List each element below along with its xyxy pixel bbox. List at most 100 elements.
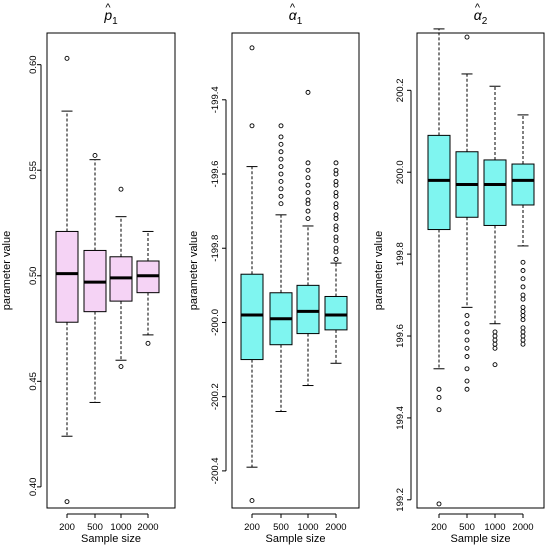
outlier-point bbox=[436, 407, 442, 413]
outlier-point bbox=[92, 152, 98, 158]
y-tick-label: 199.8 bbox=[395, 242, 406, 266]
box-200 bbox=[427, 28, 451, 507]
outlier-point bbox=[64, 55, 70, 61]
title-subscript: 2 bbox=[482, 16, 488, 27]
title-subscript: 1 bbox=[112, 16, 118, 27]
outlier-point bbox=[278, 134, 284, 140]
y-tick-label: 199.6 bbox=[395, 324, 406, 348]
panel-title: α1 bbox=[289, 7, 303, 27]
iqr-box bbox=[427, 134, 451, 231]
outlier-point bbox=[520, 333, 526, 339]
outlier-point bbox=[492, 345, 498, 351]
box-1000 bbox=[109, 186, 133, 370]
outlier-point bbox=[333, 204, 339, 210]
iqr-box bbox=[296, 284, 320, 335]
box-500 bbox=[83, 152, 107, 403]
outlier-point bbox=[118, 186, 124, 192]
outlier-point bbox=[278, 156, 284, 162]
outlier-point bbox=[492, 362, 498, 368]
title-base: α bbox=[289, 7, 298, 23]
box-2000 bbox=[324, 160, 348, 364]
outlier-point bbox=[520, 308, 526, 314]
iqr-box bbox=[324, 295, 348, 331]
iqr-box bbox=[240, 273, 264, 361]
y-tick-label: 0.55 bbox=[28, 161, 39, 180]
y-tick-label: -199.6 bbox=[210, 161, 221, 188]
outlier-point bbox=[464, 354, 470, 359]
y-axis-label: parameter value bbox=[373, 231, 385, 311]
x-tick-label: 200 bbox=[59, 522, 75, 533]
outlier-point bbox=[520, 284, 526, 290]
outlier-point bbox=[278, 186, 284, 192]
box-2000 bbox=[136, 230, 160, 346]
outlier-point bbox=[305, 167, 311, 173]
y-tick-label: -200.0 bbox=[210, 309, 221, 336]
x-tick-label: 1000 bbox=[484, 522, 505, 533]
y-axis-label: parameter value bbox=[1, 231, 13, 311]
plot-frame bbox=[231, 32, 360, 509]
panel-title: α2 bbox=[474, 7, 488, 27]
y-tick-label: -199.8 bbox=[210, 235, 221, 262]
x-tick-label: 500 bbox=[459, 522, 475, 533]
x-axis-label: Sample size bbox=[266, 533, 326, 545]
x-tick-label: 2000 bbox=[137, 522, 158, 533]
y-tick-label: 199.4 bbox=[395, 406, 406, 430]
outlier-point bbox=[249, 45, 255, 51]
outlier-point bbox=[278, 164, 284, 170]
outlier-point bbox=[520, 296, 526, 302]
plot-frame bbox=[46, 32, 176, 509]
outlier-point bbox=[305, 190, 311, 196]
outlier-point bbox=[520, 325, 526, 331]
outlier-point bbox=[520, 317, 526, 323]
outlier-point bbox=[520, 341, 526, 347]
x-axis-label: Sample size bbox=[451, 533, 511, 545]
outlier-point bbox=[333, 171, 339, 177]
outlier-point bbox=[464, 366, 470, 372]
outlier-point bbox=[464, 386, 470, 392]
outlier-point bbox=[64, 499, 70, 505]
y-tick-label: 200.0 bbox=[395, 160, 406, 184]
x-tick-label: 1000 bbox=[297, 522, 318, 533]
title-base: p bbox=[103, 7, 112, 23]
outlier-point bbox=[492, 329, 498, 335]
title-base: α bbox=[474, 7, 483, 23]
outlier-point bbox=[333, 256, 339, 262]
iqr-box bbox=[511, 163, 535, 206]
y-tick-label: 0.45 bbox=[28, 372, 39, 391]
outlier-point bbox=[436, 501, 442, 507]
outlier-point bbox=[305, 182, 311, 188]
y-tick-label: -199.4 bbox=[210, 86, 221, 113]
x-tick-label: 1000 bbox=[110, 522, 131, 533]
outlier-point bbox=[333, 216, 339, 221]
outlier-point bbox=[492, 341, 498, 347]
box-200 bbox=[55, 55, 79, 505]
iqr-box bbox=[55, 230, 79, 323]
outlier-point bbox=[520, 276, 526, 282]
outlier-point bbox=[333, 238, 339, 244]
outlier-point bbox=[492, 337, 498, 343]
outlier-point bbox=[249, 123, 255, 129]
outlier-point bbox=[333, 160, 339, 166]
outlier-point bbox=[520, 268, 526, 273]
x-tick-label: 500 bbox=[273, 522, 289, 533]
outlier-point bbox=[278, 123, 284, 129]
outlier-point bbox=[278, 149, 284, 155]
outlier-point bbox=[305, 160, 311, 166]
x-tick-label: 500 bbox=[87, 522, 103, 533]
outlier-point bbox=[520, 329, 526, 335]
title-hat-icon: ^ bbox=[290, 2, 296, 14]
y-tick-label: 199.2 bbox=[395, 488, 406, 512]
outlier-point bbox=[305, 208, 311, 214]
outlier-point bbox=[436, 386, 442, 392]
outlier-point bbox=[520, 292, 526, 298]
box-500 bbox=[269, 123, 293, 413]
x-tick-label: 200 bbox=[431, 522, 447, 533]
x-tick-label: 2000 bbox=[325, 522, 346, 533]
iqr-box bbox=[483, 159, 507, 226]
outlier-point bbox=[305, 175, 311, 181]
outlier-point bbox=[464, 345, 470, 351]
outlier-point bbox=[464, 34, 470, 40]
outlier-point bbox=[145, 340, 151, 346]
outlier-point bbox=[305, 89, 311, 95]
panel-1: p1^ 0.40 0.45 0.50 0.55 0.60 parameter value 20… bbox=[1, 2, 176, 545]
